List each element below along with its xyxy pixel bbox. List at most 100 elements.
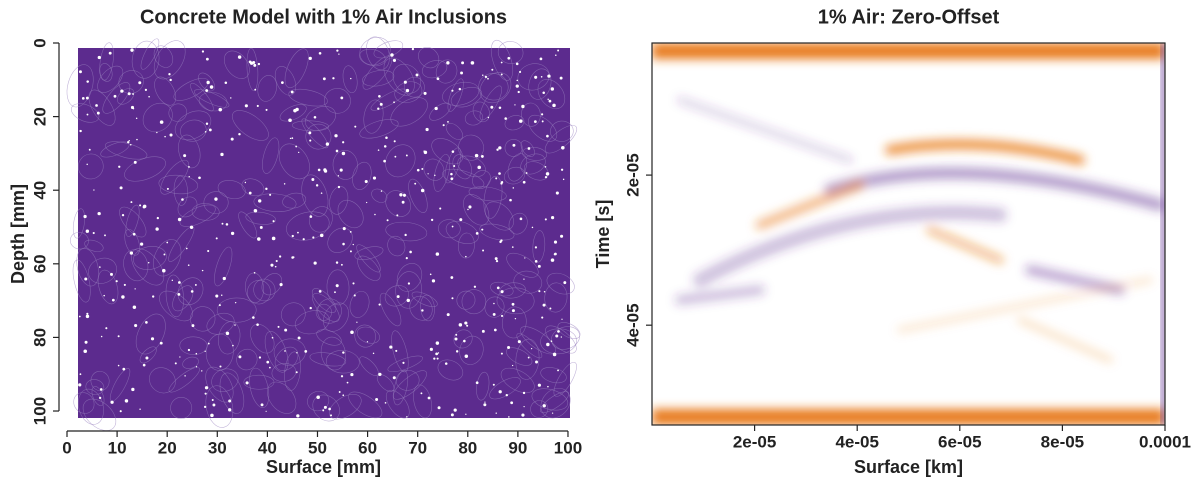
air-inclusion <box>559 76 563 80</box>
aggregate-outline <box>123 249 149 282</box>
air-inclusion <box>560 234 564 238</box>
air-inclusion <box>458 323 463 327</box>
aggregate-outline <box>508 212 528 235</box>
aggregate-outline <box>379 292 402 327</box>
air-inclusion <box>495 412 497 414</box>
aggregate-outline <box>500 367 535 394</box>
air-inclusion <box>81 97 85 100</box>
air-inclusion <box>228 408 232 412</box>
air-inclusion <box>395 349 398 352</box>
air-inclusion <box>277 325 280 328</box>
air-inclusion <box>561 146 565 150</box>
air-inclusion <box>256 104 259 108</box>
air-inclusion <box>342 394 345 397</box>
air-inclusion <box>221 222 224 225</box>
aggregate-outline <box>371 188 388 203</box>
air-inclusion <box>266 360 270 364</box>
air-inclusion <box>133 160 137 164</box>
aggregate-outline <box>124 156 166 182</box>
air-inclusion <box>498 390 502 394</box>
air-inclusion <box>270 263 274 267</box>
air-inclusion <box>435 341 440 345</box>
air-inclusion <box>291 137 294 140</box>
aggregate-outline <box>390 97 428 127</box>
air-inclusion <box>511 302 515 306</box>
air-inclusion <box>142 363 146 367</box>
air-inclusion <box>238 132 241 136</box>
air-inclusion <box>342 227 346 231</box>
aggregate-outline <box>408 178 428 213</box>
air-inclusion <box>463 339 466 343</box>
air-inclusion <box>177 293 181 296</box>
air-inclusion <box>498 146 502 150</box>
air-inclusion <box>295 107 299 112</box>
air-inclusion <box>99 388 103 391</box>
air-inclusion <box>238 355 242 359</box>
air-inclusion <box>130 201 133 204</box>
aggregate-outline <box>385 221 428 242</box>
air-inclusion <box>142 204 147 209</box>
air-inclusion <box>210 413 214 418</box>
air-inclusion <box>455 333 458 336</box>
air-inclusion <box>350 373 354 377</box>
aggregate-outline <box>504 139 523 157</box>
aggregate-outline <box>499 282 526 299</box>
air-inclusion <box>468 205 472 209</box>
air-inclusion <box>416 168 420 172</box>
air-inclusion <box>117 335 120 338</box>
air-inclusion <box>341 151 346 156</box>
air-inclusion <box>519 217 523 221</box>
air-inclusion <box>204 130 207 133</box>
air-inclusion <box>124 399 129 403</box>
air-inclusion <box>406 298 410 303</box>
air-inclusion <box>450 413 454 417</box>
air-inclusion <box>265 410 267 412</box>
aggregate-outline <box>118 70 144 94</box>
aggregate-outline <box>309 352 347 367</box>
air-inclusion <box>105 327 108 330</box>
aggregate-outline <box>264 331 289 373</box>
aggregate-outline <box>91 386 105 407</box>
aggregate-outline <box>384 285 409 307</box>
air-inclusion <box>515 84 519 88</box>
air-inclusion <box>494 257 498 260</box>
reflection-streak <box>693 205 1007 287</box>
aggregate-outline <box>392 370 427 400</box>
air-inclusion <box>204 392 207 395</box>
air-inclusion <box>500 352 503 355</box>
y-tick-label: 4e-05 <box>623 303 642 346</box>
aggregate-outline <box>245 272 264 303</box>
aggregate-outline <box>160 159 190 195</box>
air-inclusion <box>349 230 352 233</box>
aggregate-outline <box>168 226 195 262</box>
air-inclusion <box>393 140 396 143</box>
air-inclusion <box>259 226 263 229</box>
aggregate-outline <box>504 115 525 131</box>
air-inclusion <box>138 81 142 85</box>
air-inclusion <box>450 172 453 176</box>
aggregate-outline <box>84 239 104 252</box>
air-inclusion <box>215 294 219 298</box>
air-inclusion <box>195 366 198 368</box>
air-inclusion <box>83 349 88 354</box>
air-inclusion <box>399 193 403 197</box>
air-inclusion <box>297 231 299 234</box>
y-tick-label: 80 <box>30 328 49 347</box>
air-inclusion <box>168 73 171 76</box>
air-inclusion <box>557 330 560 333</box>
x-tick-label: 20 <box>158 438 177 457</box>
air-inclusion <box>521 413 525 417</box>
air-inclusion <box>537 264 541 268</box>
aggregate-outline <box>104 141 148 160</box>
air-inclusion <box>163 253 166 256</box>
air-inclusion <box>317 168 321 172</box>
air-inclusion <box>562 178 565 181</box>
air-inclusion <box>524 257 526 259</box>
air-inclusion <box>420 188 425 193</box>
air-inclusion <box>139 408 141 410</box>
air-inclusion <box>207 342 210 345</box>
aggregate-outline <box>490 39 514 81</box>
y-tick-label: 0 <box>30 38 49 47</box>
air-inclusion <box>258 356 262 359</box>
